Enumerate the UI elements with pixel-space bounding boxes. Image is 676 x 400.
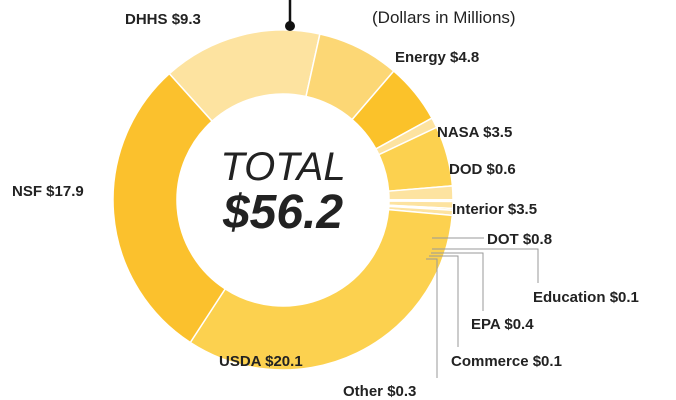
slice-label: DOT $0.8 xyxy=(487,231,552,248)
category-name: Interior xyxy=(452,201,504,218)
slice-label: EPA $0.4 xyxy=(471,316,534,333)
value-label: $9.3 xyxy=(172,11,201,28)
value-label: $0.3 xyxy=(387,383,416,400)
value-label: $0.1 xyxy=(610,289,639,306)
center-value: $56.2 xyxy=(222,186,343,239)
wedge xyxy=(189,208,454,371)
value-label: $0.8 xyxy=(523,231,552,248)
value-label: $0.4 xyxy=(504,316,534,333)
slice-label: Other $0.3 xyxy=(343,383,416,400)
slice-label: NSF $17.9 xyxy=(12,183,84,200)
category-name: Education xyxy=(533,289,606,306)
category-name: NASA xyxy=(437,124,480,141)
wedge xyxy=(112,72,227,344)
value-label: $0.6 xyxy=(487,161,516,178)
leader-line xyxy=(426,258,438,378)
labels: DHHS $9.3 Energy $4.8 NASA $3.5 DOD $0.6 Int… xyxy=(12,11,639,400)
value-label: $17.9 xyxy=(46,183,84,200)
category-name: DHHS xyxy=(125,11,168,28)
category-name: DOT xyxy=(487,231,519,248)
value-label: $4.8 xyxy=(450,49,479,66)
value-label: $3.5 xyxy=(508,201,537,218)
category-name: USDA xyxy=(219,353,262,370)
leader-line xyxy=(432,248,539,283)
slice-label: DHHS $9.3 xyxy=(125,11,201,28)
slice-label: Energy $4.8 xyxy=(395,49,479,66)
category-name: Energy xyxy=(395,49,447,66)
category-name: NSF xyxy=(12,183,42,200)
value-label: $3.5 xyxy=(483,124,512,141)
value-label: $0.1 xyxy=(533,353,562,370)
category-name: Commerce xyxy=(451,353,529,370)
leader-line xyxy=(429,255,459,347)
category-name: EPA xyxy=(471,316,501,333)
slice-label: Interior $3.5 xyxy=(452,201,537,218)
center-label: TOTAL xyxy=(220,145,345,189)
leader-line xyxy=(431,252,484,311)
slice-label: USDA $20.1 xyxy=(219,353,303,370)
slice-label: NASA $3.5 xyxy=(437,124,512,141)
chart-subtitle: (Dollars in Millions) xyxy=(372,8,516,27)
slice-label: Commerce $0.1 xyxy=(451,353,562,370)
slice-label: Education $0.1 xyxy=(533,289,639,306)
value-label: $20.1 xyxy=(265,353,303,370)
category-name: Other xyxy=(343,383,383,400)
category-name: DOD xyxy=(449,161,483,178)
donut xyxy=(112,29,454,371)
pin-dot xyxy=(285,21,295,31)
slice-label: DOD $0.6 xyxy=(449,161,516,178)
